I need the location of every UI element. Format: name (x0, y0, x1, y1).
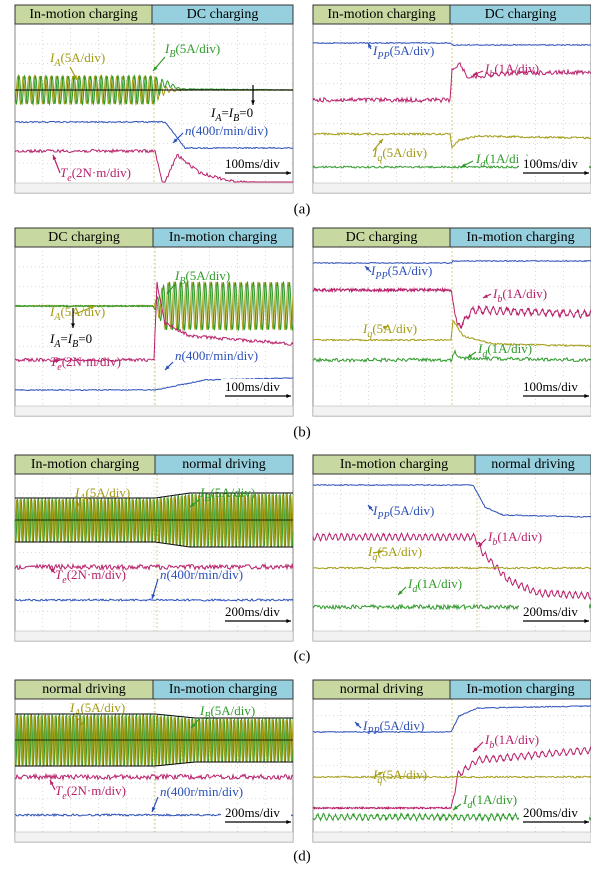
scope-panel: DC chargingIn-motion chargingIPP(5A/div)… (313, 228, 591, 416)
time-scale: 200ms/div (225, 604, 280, 619)
bottom-strip (313, 183, 591, 193)
header-label: In-motion charging (466, 230, 574, 245)
header-label: DC charging (187, 7, 259, 22)
annotation-run: (400r/min/div) (167, 784, 244, 799)
scope-panel: In-motion chargingDC chargingIA(5A/div)I… (15, 5, 293, 193)
annotation-run: PP (374, 271, 387, 282)
annotation-run: (5A/div) (377, 544, 422, 559)
annotation-run: PP (376, 51, 389, 62)
annotation: n(400r/min/div) (185, 123, 268, 138)
scope-panel: normal drivingIn-motion chargingIPP(5A/d… (313, 680, 591, 842)
header-label: DC charging (48, 230, 120, 245)
annotation-run: (5A/div) (210, 703, 255, 718)
annotation-run: =0 (78, 331, 92, 346)
annotation-run: (1A/div) (472, 792, 517, 807)
annotation-run: (5A/div) (210, 485, 255, 500)
annotation-run: (5A/div) (372, 321, 417, 336)
annotation-run: PP (366, 726, 379, 737)
annotation: n(400r/min/div) (175, 348, 258, 363)
annotation-run: (5A/div) (390, 503, 435, 518)
time-scale: 100ms/div (225, 379, 280, 394)
annotation: n(400r/min/div) (160, 784, 243, 799)
time-scale: 200ms/div (523, 805, 578, 820)
annotation-run: (5A/div) (185, 268, 230, 283)
subfigure-caption: (d) (293, 848, 311, 864)
subfigure-caption: (c) (294, 648, 311, 664)
header-label: normal driving (42, 682, 126, 697)
annotation-run: (1A/div) (494, 732, 539, 747)
annotation-run: (400r/min/div) (192, 123, 269, 138)
annotation-run: (5A/div) (60, 50, 105, 65)
subfigure-caption: (b) (293, 424, 311, 440)
annotation-run: (2N·m/div) (62, 354, 121, 369)
header-label: In-motion charging (340, 457, 448, 472)
header-label: normal driving (182, 457, 266, 472)
header-label: normal driving (340, 682, 424, 697)
time-scale: 100ms/div (523, 156, 578, 171)
annotation-run: =0 (239, 105, 253, 120)
annotation-run: (1A/div) (502, 286, 547, 301)
subfigure-caption: (a) (294, 201, 311, 217)
header-label: normal driving (491, 457, 575, 472)
header-label: DC charging (485, 7, 557, 22)
annotation-run: (5A/div) (382, 767, 427, 782)
annotation-run: (5A/div) (80, 700, 125, 715)
bottom-strip (15, 631, 293, 641)
annotation-run: = (60, 331, 67, 346)
annotation-run: (1A/div) (417, 576, 462, 591)
annotation-run: (5A/div) (85, 485, 130, 500)
time-scale: 200ms/div (523, 604, 578, 619)
annotation-run: (1A/div) (494, 61, 539, 76)
bottom-strip (313, 832, 591, 842)
header-label: In-motion charging (169, 230, 277, 245)
annotation-run: PP (376, 511, 389, 522)
annotation: n(400r/min/div) (160, 567, 243, 582)
bottom-strip (15, 183, 293, 193)
bottom-strip (15, 406, 293, 416)
bottom-strip (313, 406, 591, 416)
header-label: In-motion charging (327, 7, 435, 22)
annotation-run: (5A/div) (60, 304, 105, 319)
annotation-run: (1A/div) (497, 529, 542, 544)
annotation-run: (5A/div) (390, 43, 435, 58)
header-label: In-motion charging (31, 457, 139, 472)
figure: In-motion chargingDC chargingIA(5A/div)I… (0, 0, 591, 873)
annotation-run: (5A/div) (380, 718, 425, 733)
time-scale: 100ms/div (225, 156, 280, 171)
header-label: In-motion charging (29, 7, 137, 22)
header-label: In-motion charging (169, 682, 277, 697)
annotation-run: (2N·m/div) (67, 567, 126, 582)
time-scale: 100ms/div (523, 379, 578, 394)
scope-panel: In-motion chargingnormal drivingIPP(5A/d… (313, 455, 591, 641)
annotation-run: (5A/div) (382, 145, 427, 160)
annotation-run: (5A/div) (175, 41, 220, 56)
bottom-strip (15, 832, 293, 842)
header-label: DC charging (346, 230, 418, 245)
annotation-run: (2N·m/div) (72, 165, 131, 180)
header-label: In-motion charging (466, 682, 574, 697)
annotation-run: (5A/div) (388, 263, 433, 278)
annotation-run: (1A/div) (487, 341, 532, 356)
annotation-run: = (221, 105, 228, 120)
annotation-run: (400r/min/div) (182, 348, 259, 363)
annotation-run: (2N·m/div) (67, 783, 126, 798)
bottom-strip (313, 631, 591, 641)
time-scale: 200ms/div (225, 805, 280, 820)
annotation-run: (400r/min/div) (167, 567, 244, 582)
